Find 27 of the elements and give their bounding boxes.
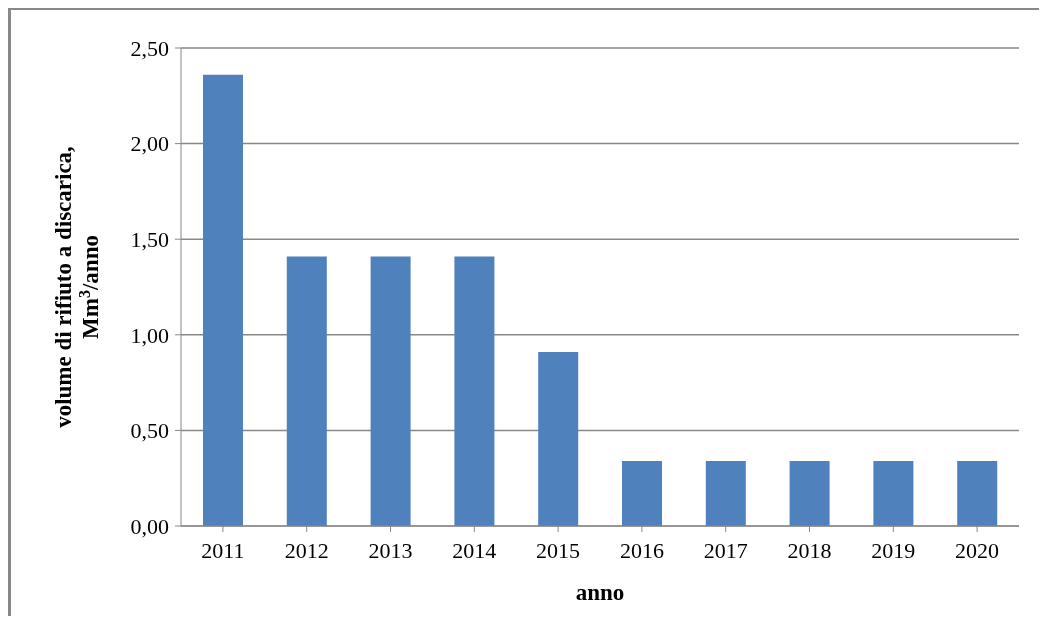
bar: [957, 460, 998, 526]
y-tick-label: 0,50: [130, 418, 169, 444]
x-tick-label: 2017: [703, 537, 748, 563]
x-axis-title: anno: [575, 580, 625, 605]
bar: [622, 460, 662, 526]
bar: [789, 460, 830, 526]
y-tick-label: 2,50: [130, 35, 169, 61]
x-tick-label: 2015: [536, 537, 581, 563]
bar: [538, 352, 579, 526]
y-tick-label: 1,00: [130, 322, 169, 348]
y-tick-label: 2,00: [130, 131, 169, 157]
y-tick-label: 1,50: [130, 227, 169, 253]
x-tick-label: 2018: [787, 537, 832, 563]
bar: [370, 256, 411, 526]
x-tick-label: 2016: [619, 537, 664, 563]
bar: [203, 74, 243, 526]
bar: [454, 256, 495, 526]
x-tick-label: 2012: [284, 537, 329, 563]
x-tick-label: 2011: [201, 537, 245, 563]
x-tick-label: 2020: [955, 537, 1000, 563]
x-tick-label: 2013: [368, 537, 413, 563]
bar: [286, 256, 327, 526]
x-tick-label: 2014: [452, 537, 497, 563]
x-tick-label: 2019: [871, 537, 916, 563]
y-tick-label: 0,00: [130, 513, 169, 539]
bar: [873, 460, 914, 526]
bar: [705, 460, 746, 526]
